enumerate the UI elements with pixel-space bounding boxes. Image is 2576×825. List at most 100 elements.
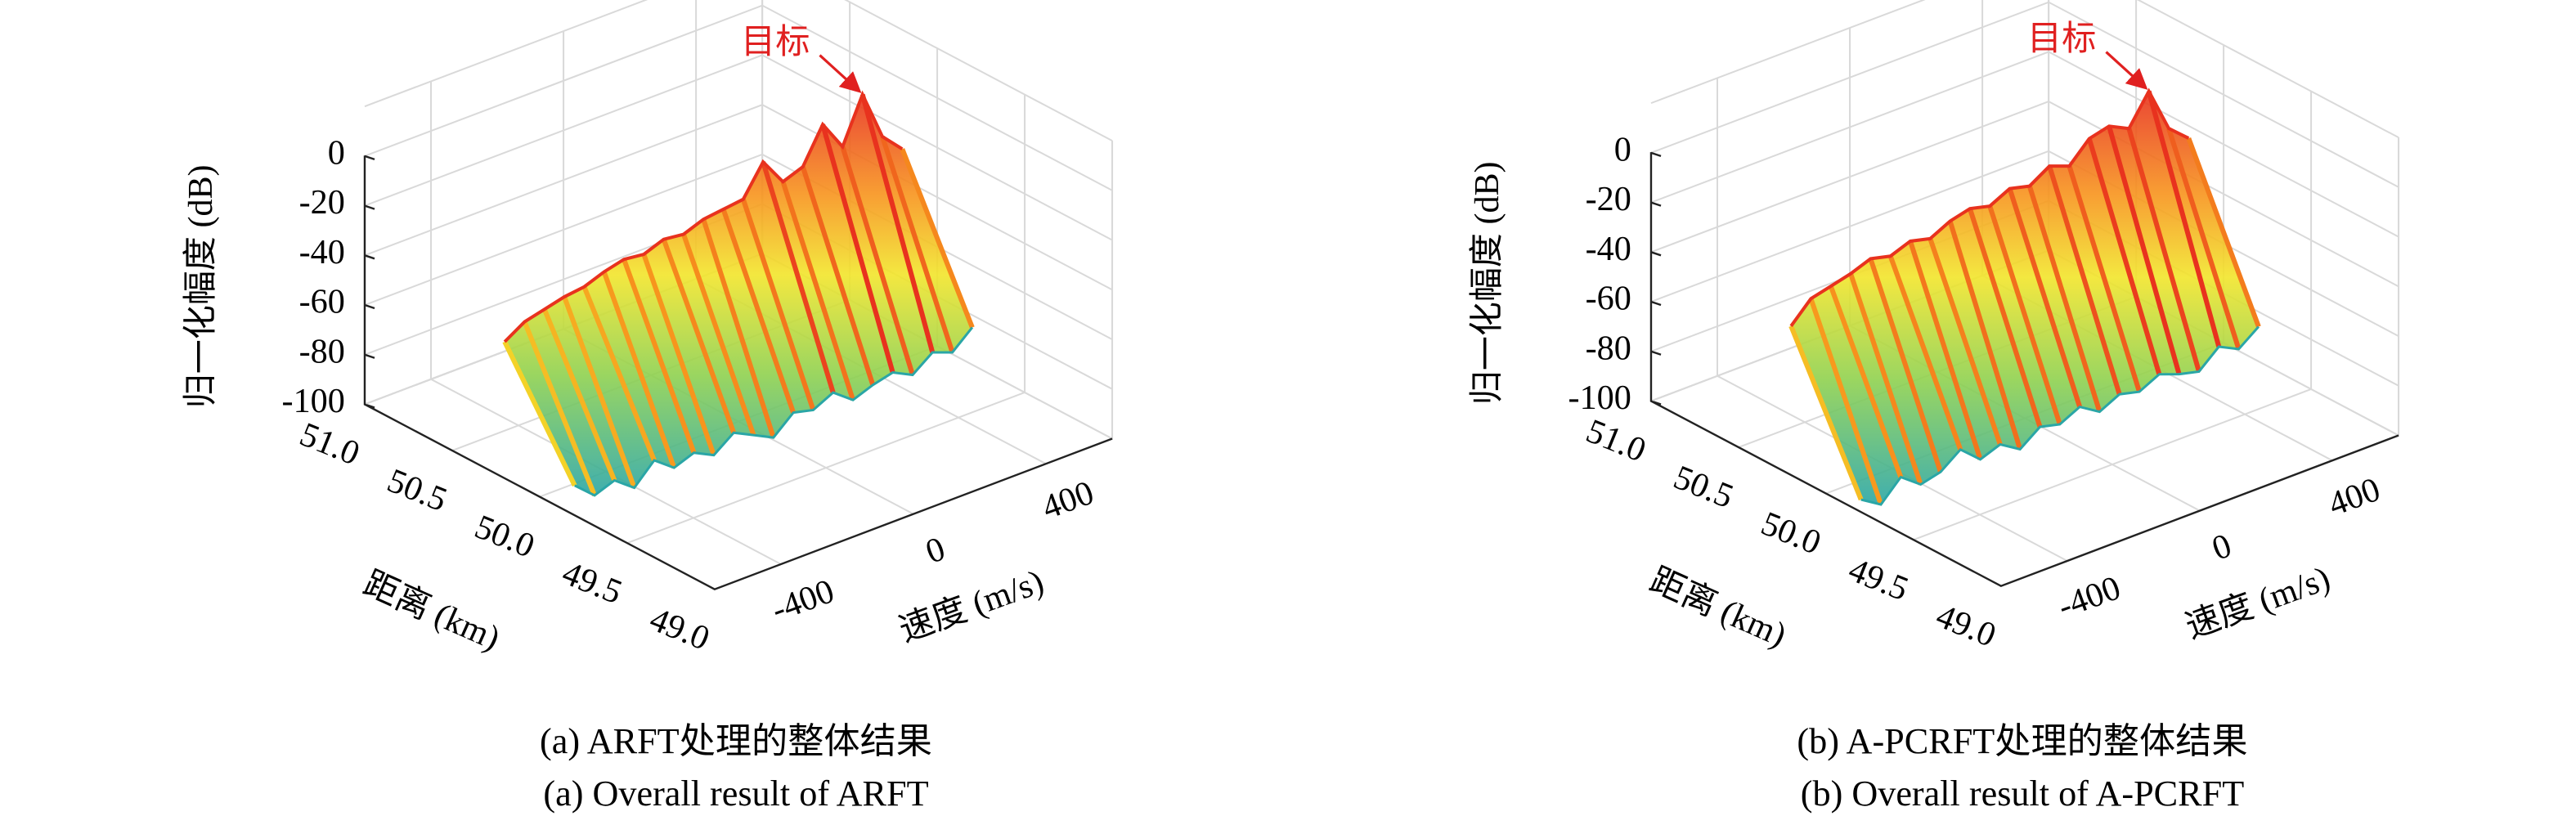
surface-spike [2146,90,2222,347]
surface-spike [2067,165,2142,392]
y-tick-label: -400 [2053,568,2125,625]
tick-mark [1650,251,1662,257]
z-axis-label: 归一化幅度 (dB) [182,164,220,408]
surface-spike [720,208,796,414]
z-tick-label: -20 [1586,180,1631,218]
grid-line [1913,91,2313,541]
z-tick-label: -40 [299,233,345,271]
surface-spike [701,218,776,439]
tick-mark [364,155,375,160]
x-axis-label: 距离 (km) [358,564,506,658]
surface-spike [522,321,597,496]
surface-spike [1808,298,1883,505]
ridge-bottom [1860,325,2260,506]
surface-spike [1987,205,2062,425]
surface-spike [1848,272,1923,486]
ridge-bottom [574,326,974,497]
surface-spike [1828,285,1904,478]
y-axis-label: 速度 (m/s) [2180,559,2335,647]
tick-mark [364,254,375,260]
surface-spike [641,253,716,456]
x-tick-label: 50.0 [1756,504,1826,563]
x-tick-label: 50.0 [469,508,540,566]
y-tick-label: 0 [921,529,950,571]
y-tick-label: 0 [2207,526,2237,567]
z-axis-label: 归一化幅度 (dB) [1468,161,1506,405]
z-tick-label: -60 [1586,280,1631,318]
x-tick-label: 51.0 [1581,411,1651,469]
surface-spike [2047,165,2122,396]
surface-spike [880,136,955,353]
z-tick-label: -100 [282,382,345,420]
chart: 0 -20 -40 -60 -80 -100 -400 0 400 51.0 50.5 50.0 49.… [182,0,1114,814]
x-axis-label: 距离 (km) [1645,561,1793,655]
z-tick-label: -40 [1586,230,1631,268]
z-tick-label: -80 [299,332,345,370]
y-axis-label: 速度 (m/s) [894,563,1048,650]
surface-spike [1868,258,1943,473]
x-tick-label: 49.5 [557,554,627,612]
grid-line [626,94,1026,545]
surface-spike [2186,137,2261,328]
annotation-arrow [819,54,862,93]
surface-spike [1908,240,1983,460]
tick-mark [1650,350,1662,356]
z-tick-label: -80 [1586,329,1631,367]
tick-mark [1650,151,1662,157]
surface-spike [681,233,756,437]
tick-mark [1650,201,1662,207]
caption: (a) ARFT处理的整体结果 [540,721,932,761]
caption: (a) Overall result of ARFT [543,773,928,814]
surface-spike [859,93,936,353]
tick-mark [1650,300,1662,307]
axis-line [363,155,1113,591]
surface-spike [1788,325,1864,501]
x-tick-label: 51.0 [294,415,365,473]
y-tick-label: 400 [1037,473,1099,527]
tick-mark [364,353,375,359]
surface-spike [2107,125,2182,375]
x-tick-label: 49.0 [1931,597,2001,655]
tick-mark [364,204,375,210]
surface-spike [1887,255,1963,451]
z-tick-label: 0 [328,134,345,173]
box-wall-edge [1650,0,2399,139]
ridge-top [1789,87,2190,327]
surface-spike [740,198,816,411]
box-wall-edge [364,0,1113,142]
z-tick-label: 0 [1614,131,1631,169]
axis-line [1649,152,2399,588]
surface-spike [562,295,637,489]
caption: (b) Overall result of A-PCRFT [1801,773,2244,814]
surface-spike [761,161,836,394]
x-tick-label: 50.5 [382,461,452,519]
surface-spike [541,308,617,482]
surface-spike [661,238,737,434]
surface-spike [2026,185,2103,413]
surface-spike [1928,237,2003,446]
z-tick-label: -60 [299,283,345,321]
surface-spike [900,148,975,329]
annotation-arrow [2105,51,2148,90]
tick-mark [364,303,375,310]
z-tick-label: -20 [299,183,345,222]
x-tick-label: 50.5 [1668,458,1739,516]
surface-spike [820,123,895,374]
surface-spike [2166,128,2242,350]
surface-spike [581,285,657,462]
surface-spike [1968,208,2043,428]
surface-spike [2086,137,2162,375]
annotation: 目标 [2027,20,2096,58]
y-tick-label: 400 [2323,470,2385,524]
surface-spike [780,181,855,401]
surface-spike [840,146,915,376]
surface-spike [622,258,697,454]
ridge-top [503,90,904,343]
surface-spike [2007,187,2082,408]
chart: 0 -20 -40 -60 -80 -100 -400 0 400 51.0 50.5 50.0 49.… [1468,0,2400,814]
y-tick-label: -400 [766,572,839,629]
caption: (b) A-PCRFT处理的整体结果 [1797,721,2247,761]
x-tick-label: 49.0 [644,600,715,658]
annotation: 目标 [741,23,810,61]
